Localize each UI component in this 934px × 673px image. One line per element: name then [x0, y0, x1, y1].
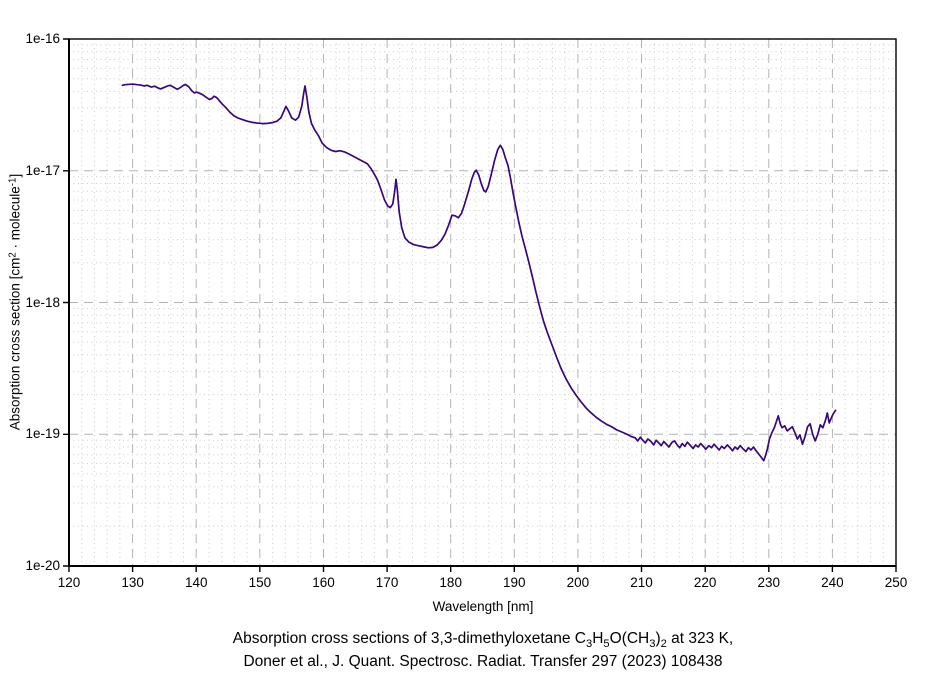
- x-tick-label: 170: [375, 575, 399, 590]
- x-tick-label: 210: [630, 575, 653, 590]
- x-tick-label: 220: [693, 575, 717, 590]
- caption-line-1: Absorption cross sections of 3,3-dimethy…: [232, 630, 734, 650]
- caption-line-2: Doner et al., J. Quant. Spectrosc. Radia…: [243, 653, 723, 670]
- x-tick-label: 230: [757, 575, 781, 590]
- spectrum-curve: [121, 83, 837, 462]
- y-tick-label: 1e-18: [25, 294, 60, 310]
- figure-caption: Absorption cross sections of 3,3-dimethy…: [16, 628, 934, 673]
- x-tick-label: 180: [439, 575, 462, 590]
- x-tick-label: 240: [821, 575, 844, 590]
- x-axis-title: Wavelength [nm]: [432, 599, 534, 614]
- y-tick-label: 1e-19: [25, 426, 60, 442]
- y-tick-label: 1e-16: [25, 31, 60, 46]
- x-tick-label: 200: [566, 575, 590, 590]
- x-tick-label: 160: [312, 575, 335, 590]
- x-tick-label: 190: [503, 575, 526, 590]
- axis-ticks: [63, 38, 897, 572]
- y-axis-title: Absorption cross section [cm2 · molecule…: [7, 173, 23, 431]
- y-tick-label: 1e-20: [25, 558, 60, 573]
- y-tick-label: 1e-17: [25, 162, 60, 178]
- grid-major: [69, 39, 896, 566]
- x-tick-label: 120: [57, 575, 81, 590]
- x-tick-label: 150: [248, 575, 272, 590]
- x-tick-label: 140: [184, 575, 208, 590]
- x-tick-label: 250: [884, 575, 908, 590]
- x-tick-label: 130: [121, 575, 144, 590]
